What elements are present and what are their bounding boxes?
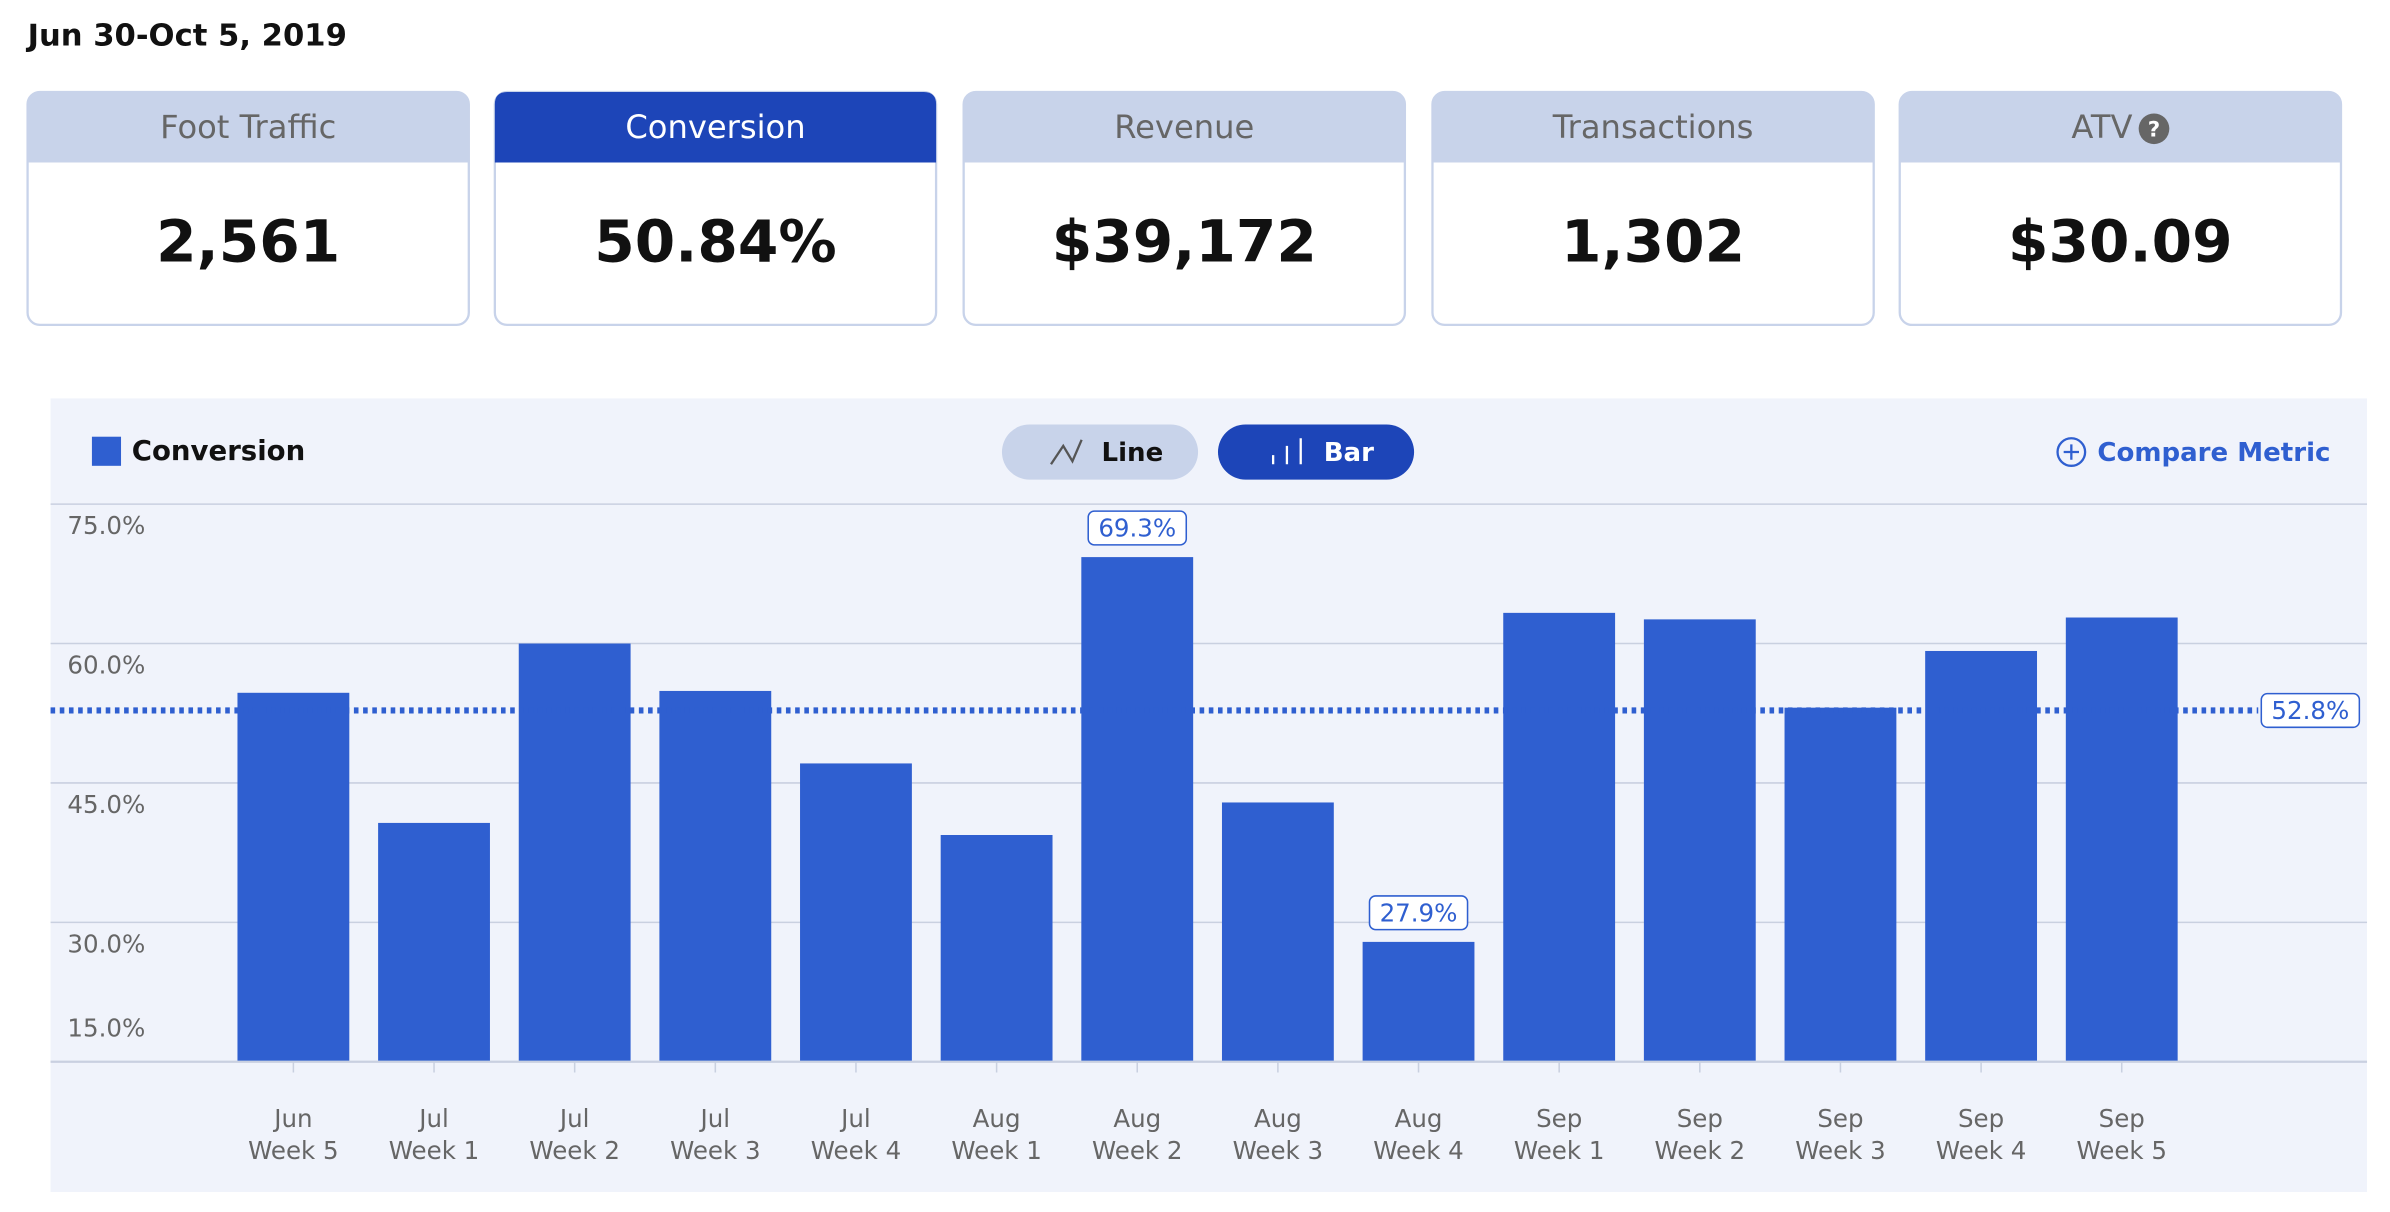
- x-tick-label: Week 4: [1373, 1136, 1464, 1165]
- metric-value: 1,302: [1561, 207, 1745, 275]
- line-icon: [1050, 439, 1083, 465]
- bar: [1643, 619, 1756, 1062]
- help-icon[interactable]: [2138, 113, 2170, 145]
- x-tick-label: Week 3: [1233, 1136, 1323, 1165]
- bar: [800, 763, 912, 1062]
- value-label-box: [1087, 510, 1188, 546]
- date-range: Jun 30-Oct 5, 2019: [26, 18, 347, 53]
- metric-card-header: [963, 91, 1405, 163]
- x-tick-label: Sep: [1536, 1104, 1582, 1133]
- bar: [1784, 707, 1897, 1062]
- bar: [1081, 557, 1194, 1062]
- metric-label: Transactions: [1552, 108, 1754, 146]
- help-icon-mark: ?: [2148, 117, 2160, 142]
- metric-value: 50.84%: [594, 207, 836, 275]
- x-tick-label: Jul: [839, 1104, 871, 1133]
- line-toggle[interactable]: [1001, 424, 1199, 480]
- bar: [1221, 802, 1334, 1062]
- bar: [1503, 612, 1616, 1062]
- metric-value: $30.09: [2008, 207, 2233, 275]
- x-tick-label: Week 1: [389, 1136, 480, 1165]
- average-label-box: [2260, 692, 2361, 729]
- legend-label: Conversion: [132, 434, 305, 467]
- x-tick-label: Week 5: [2076, 1136, 2167, 1165]
- x-tick-label: Sep: [1958, 1104, 2004, 1133]
- y-tick-label: 45.0%: [67, 790, 145, 819]
- bar: [2065, 617, 2178, 1062]
- metric-label: ATV: [2071, 108, 2132, 146]
- average-label: 52.8%: [2271, 696, 2349, 725]
- x-tick-label: Jul: [558, 1104, 590, 1133]
- x-tick-label: Sep: [2099, 1104, 2145, 1133]
- metric-label: Foot Traffic: [160, 108, 336, 146]
- bar: [940, 835, 1053, 1062]
- x-tick-label: Sep: [1817, 1104, 1863, 1133]
- x-tick-label: Week 3: [670, 1136, 761, 1165]
- value-label-box: [1368, 895, 1469, 931]
- metric-value: $39,172: [1052, 207, 1317, 275]
- metric-card-header: [27, 91, 469, 163]
- x-tick-label: Week 2: [1655, 1136, 1746, 1165]
- bar: [1925, 650, 2038, 1062]
- compare-metric[interactable]: Compare Metric: [2097, 438, 2330, 468]
- x-tick-label: Week 2: [529, 1136, 620, 1165]
- metric-card-header: [1899, 91, 2341, 163]
- bar: [659, 690, 772, 1062]
- metric-card-header: [1432, 91, 1874, 163]
- x-tick-label: Week 3: [1795, 1136, 1886, 1165]
- y-tick-label: 30.0%: [67, 929, 145, 958]
- bar-toggle[interactable]: [1217, 424, 1415, 480]
- x-tick-label: Aug: [973, 1104, 1021, 1133]
- x-tick-label: Aug: [1395, 1104, 1443, 1133]
- value-label: 27.9%: [1380, 898, 1458, 927]
- bar: [1362, 941, 1475, 1062]
- x-tick-label: Aug: [1254, 1104, 1302, 1133]
- y-tick-label: 75.0%: [67, 511, 145, 540]
- x-tick-label: Aug: [1113, 1104, 1161, 1133]
- compare-icon-plus: [2063, 444, 2079, 460]
- x-tick-label: Week 4: [811, 1136, 901, 1165]
- metric-label: Conversion: [625, 108, 805, 146]
- bar-icon: [1271, 438, 1302, 465]
- compare-icon[interactable]: [2056, 437, 2087, 467]
- x-tick-label: Jul: [417, 1104, 449, 1133]
- x-tick-label: Week 5: [248, 1136, 339, 1165]
- y-tick-label: 15.0%: [67, 1014, 145, 1043]
- bar-toggle-label: Bar: [1324, 438, 1374, 468]
- line-toggle-label: Line: [1102, 438, 1164, 468]
- legend-swatch: [91, 436, 122, 466]
- bar: [237, 692, 350, 1062]
- bar: [378, 822, 490, 1062]
- metric-card-header: [494, 91, 937, 163]
- x-tick-label: Jul: [699, 1104, 731, 1133]
- x-tick-label: Week 1: [951, 1136, 1041, 1165]
- x-tick-label: Week 4: [1936, 1136, 2027, 1165]
- value-label: 69.3%: [1098, 514, 1176, 543]
- x-tick-label: Week 2: [1092, 1136, 1183, 1165]
- metric-label: Revenue: [1114, 108, 1254, 146]
- metric-value: 2,561: [156, 207, 340, 275]
- x-tick-label: Sep: [1677, 1104, 1723, 1133]
- x-tick-label: Jun: [272, 1104, 312, 1133]
- x-tick-label: Week 1: [1514, 1136, 1605, 1165]
- y-tick-label: 60.0%: [67, 651, 145, 680]
- bar: [518, 643, 631, 1062]
